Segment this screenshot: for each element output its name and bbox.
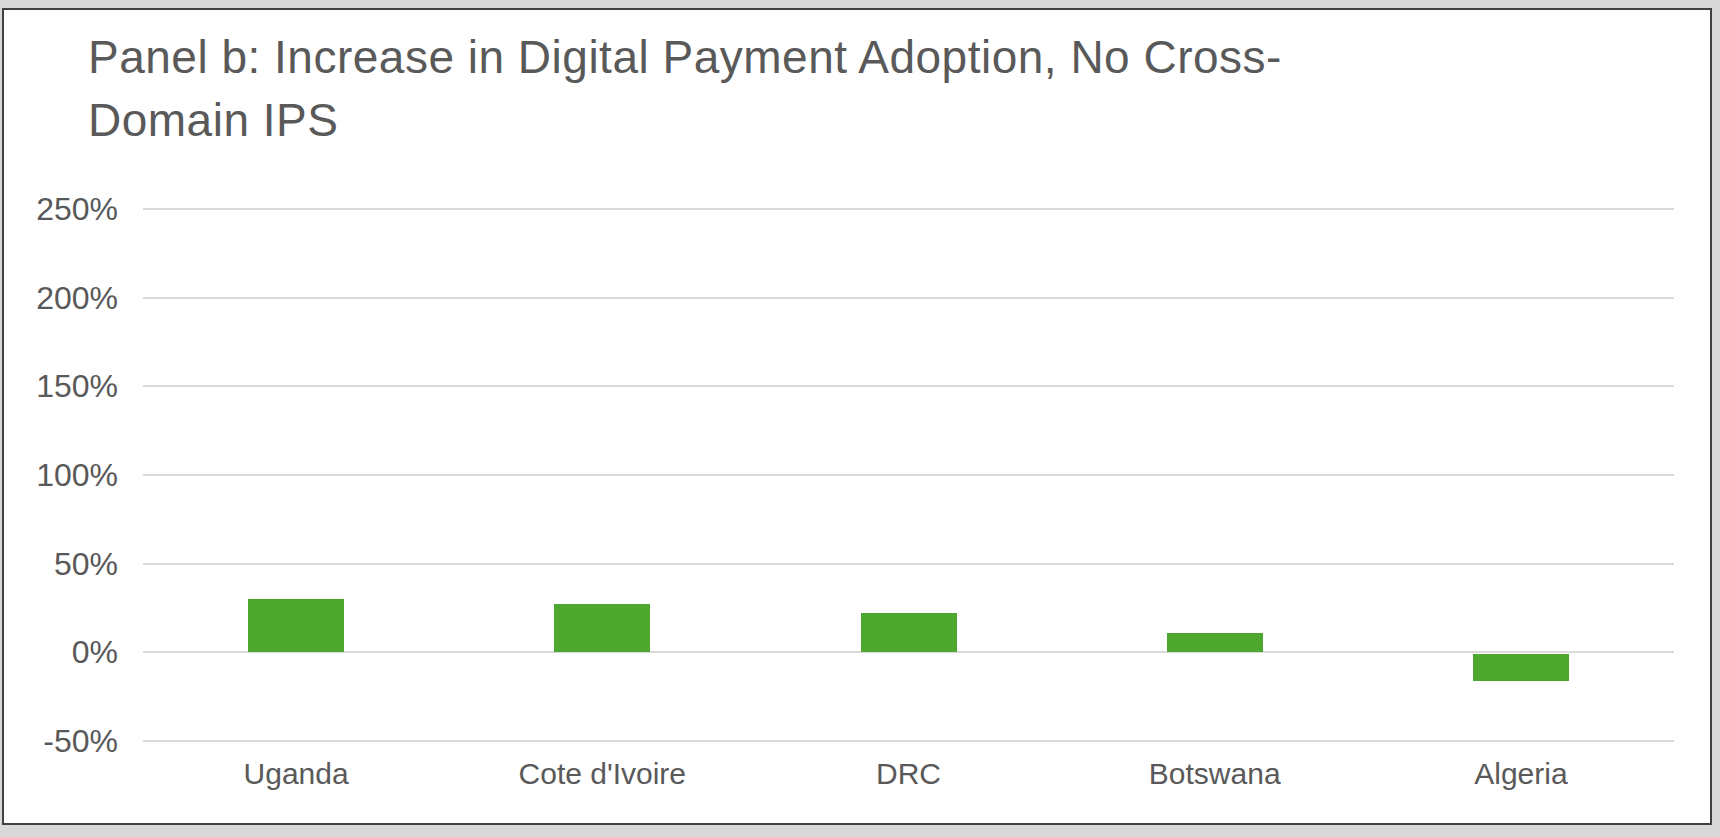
x-axis-category-label: Cote d'Ivoire — [449, 753, 755, 795]
x-axis-category-label: Algeria — [1368, 753, 1674, 795]
chart-figure: Panel b: Increase in Digital Payment Ado… — [0, 0, 1720, 837]
y-axis: 250%200%150%100%50%0%-50% — [0, 209, 118, 741]
chart-title-line-2: Domain IPS — [88, 89, 1588, 152]
chart-title-line-1: Panel b: Increase in Digital Payment Ado… — [88, 26, 1588, 89]
gridline--50 — [143, 740, 1674, 742]
plot-area — [143, 209, 1674, 741]
x-axis: UgandaCote d'IvoireDRCBotswanaAlgeria — [143, 753, 1674, 795]
x-axis-category-label: Uganda — [143, 753, 449, 795]
y-axis-tick-label: 150% — [36, 369, 118, 403]
bar-cote-d-ivoire — [554, 604, 650, 652]
y-axis-tick-label: 50% — [54, 547, 118, 581]
bar-algeria — [1473, 654, 1569, 681]
y-axis-tick-label: 100% — [36, 458, 118, 492]
gridline-150 — [143, 385, 1674, 387]
gridline-200 — [143, 297, 1674, 299]
y-axis-tick-label: 0% — [72, 635, 118, 669]
gridline-100 — [143, 474, 1674, 476]
y-axis-tick-label: -50% — [43, 724, 118, 758]
x-axis-category-label: Botswana — [1062, 753, 1368, 795]
bar-botswana — [1167, 633, 1263, 653]
y-axis-tick-label: 250% — [36, 192, 118, 226]
bar-uganda — [248, 599, 344, 652]
y-axis-tick-label: 200% — [36, 281, 118, 315]
chart-title: Panel b: Increase in Digital Payment Ado… — [88, 26, 1588, 152]
bar-drc — [861, 613, 957, 652]
gridline-250 — [143, 208, 1674, 210]
x-axis-category-label: DRC — [755, 753, 1061, 795]
gridline-50 — [143, 563, 1674, 565]
